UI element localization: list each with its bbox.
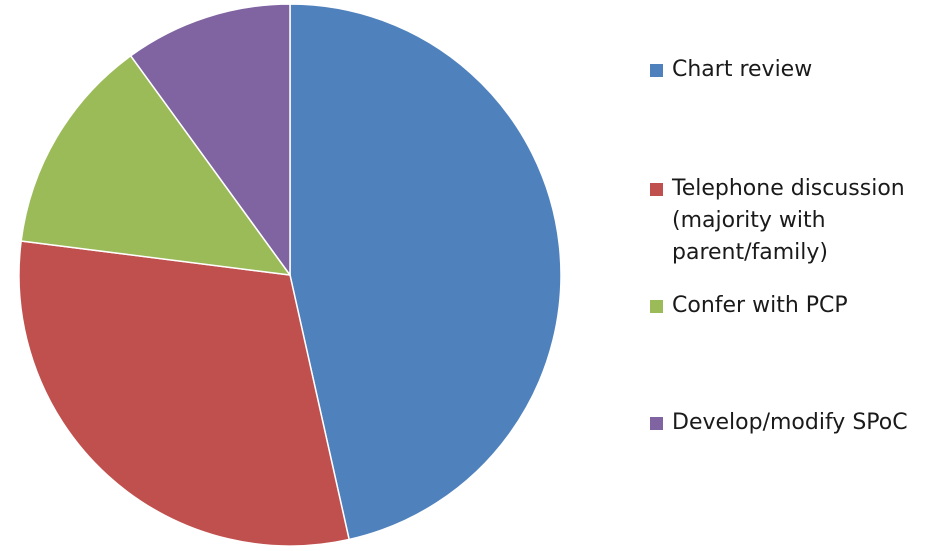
pie-slice-chart-review (289, 3, 562, 541)
legend-item-develop-modify-spoc: Develop/modify SPoC (650, 407, 930, 439)
legend-label-telephone-discussion: Telephone discussion (majority with pare… (672, 176, 905, 265)
pie-slice-telephone-discussion (18, 240, 350, 547)
pie-slice-confer-with-pcp (20, 55, 291, 276)
legend-swatch-telephone-discussion (650, 183, 663, 196)
legend-label-develop-modify-spoc: Develop/modify SPoC (672, 410, 908, 435)
pie-slice-develop-modify-spoc (129, 3, 291, 276)
legend-swatch-confer-with-pcp (650, 300, 663, 313)
legend-item-telephone-discussion: Telephone discussion (majority with pare… (650, 173, 930, 269)
legend-swatch-develop-modify-spoc (650, 417, 663, 430)
legend-item-chart-review: Chart review (650, 54, 930, 86)
legend-item-confer-with-pcp: Confer with PCP (650, 290, 930, 322)
legend-label-chart-review: Chart review (672, 57, 813, 82)
legend-label-confer-with-pcp: Confer with PCP (672, 293, 848, 318)
legend-swatch-chart-review (650, 64, 663, 77)
